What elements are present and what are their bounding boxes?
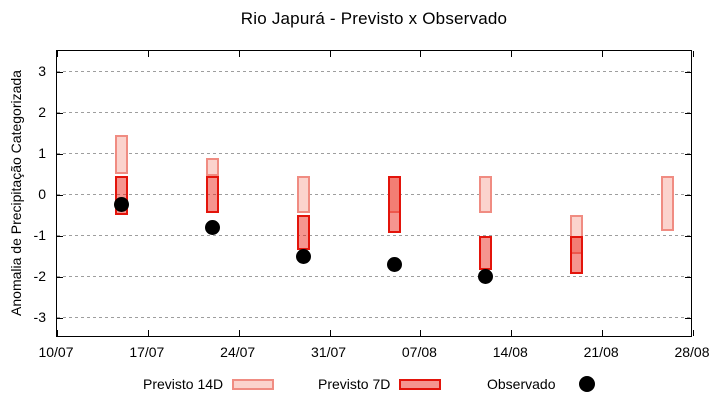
x-tick-bottom [238,330,240,336]
observado-dot [477,269,493,284]
bar-previsto-7d [206,176,220,213]
legend-item-observado: Observado [487,371,596,397]
x-tick-bottom [420,330,422,336]
bar-previsto-14d [569,215,583,254]
observado-dot [114,197,130,213]
bar-previsto-7d [387,176,401,234]
x-tick-label: 24/07 [220,344,256,360]
x-tick-bottom [147,330,149,336]
y-tick-left [57,71,63,73]
previsto-14d-swatch-icon [232,378,275,390]
observado-dot-icon [579,376,596,392]
legend-label-observado: Observado [487,376,556,392]
x-tick-top [420,51,422,57]
y-tick-right [685,194,691,196]
gridline-y-3 [57,317,691,318]
gridline-y-1 [57,235,691,236]
x-tick-label: 28/08 [674,344,710,360]
x-tick-top [238,51,240,57]
x-tick-label: 10/07 [38,344,74,360]
bar-previsto-14d [115,135,129,174]
bar-previsto-7d [478,235,492,271]
x-tick-label: 17/07 [129,344,165,360]
y-tick-right [685,112,691,114]
bar-previsto-7d [569,235,583,275]
x-tick-top [147,51,149,57]
x-tick-bottom [329,330,331,336]
x-tick-top [329,51,331,57]
y-tick-label: 0 [38,185,46,202]
gridline-y0 [57,194,691,195]
legend-label-previsto-7d: Previsto 7D [318,376,391,392]
x-tick-bottom [602,330,604,336]
y-tick-label: 3 [38,62,46,79]
legend-label-previsto-14d: Previsto 14D [143,376,224,392]
x-tick-label: 14/08 [492,344,528,360]
bar-previsto-14d [206,157,220,177]
x-tick-top [602,51,604,57]
y-tick-left [57,194,63,196]
x-tick-bottom [511,330,513,336]
gridline-y1 [57,153,691,154]
y-tick-right [685,317,691,319]
y-tick-right [685,71,691,73]
observado-dot [386,256,402,272]
chart-title: Rio Japurá - Previsto x Observado [240,9,508,28]
legend-item-previsto-7d: Previsto 7D [318,371,442,397]
gridline-y-2 [57,276,691,277]
observado-dot [296,248,312,264]
y-tick-right [685,235,691,237]
y-tick-left [57,112,63,114]
bar-previsto-7d [297,215,311,250]
y-tick-right [685,153,691,155]
y-tick-left [57,235,63,237]
y-tick-label: -2 [33,267,46,284]
bar-previsto-14d [660,176,674,232]
y-tick-label: -3 [33,308,46,325]
x-tick-label: 21/08 [583,344,619,360]
gridline-y2 [57,112,691,113]
y-tick-right [685,276,691,278]
y-tick-label: 2 [38,103,46,120]
legend-item-previsto-14d: Previsto 14D [143,371,275,397]
gridline-y3 [57,71,691,72]
bar-previsto-14d [478,176,492,213]
y-tick-label: 1 [38,144,46,161]
x-tick-label: 31/07 [311,344,347,360]
y-tick-left [57,153,63,155]
previsto-7d-swatch-icon [399,378,442,390]
x-tick-label: 07/08 [401,344,437,360]
x-tick-top [57,51,58,57]
x-tick-top [693,51,694,57]
x-tick-bottom [57,330,58,336]
y-tick-left [57,276,63,278]
x-tick-bottom [693,330,694,336]
y-tick-left [57,317,63,319]
x-tick-top [511,51,513,57]
legend: Previsto 14D Previsto 7D Observado [0,371,720,397]
observado-dot [205,219,221,235]
y-tick-label: -1 [33,226,46,243]
plot-area [56,50,694,337]
bar-previsto-14d [297,176,311,213]
